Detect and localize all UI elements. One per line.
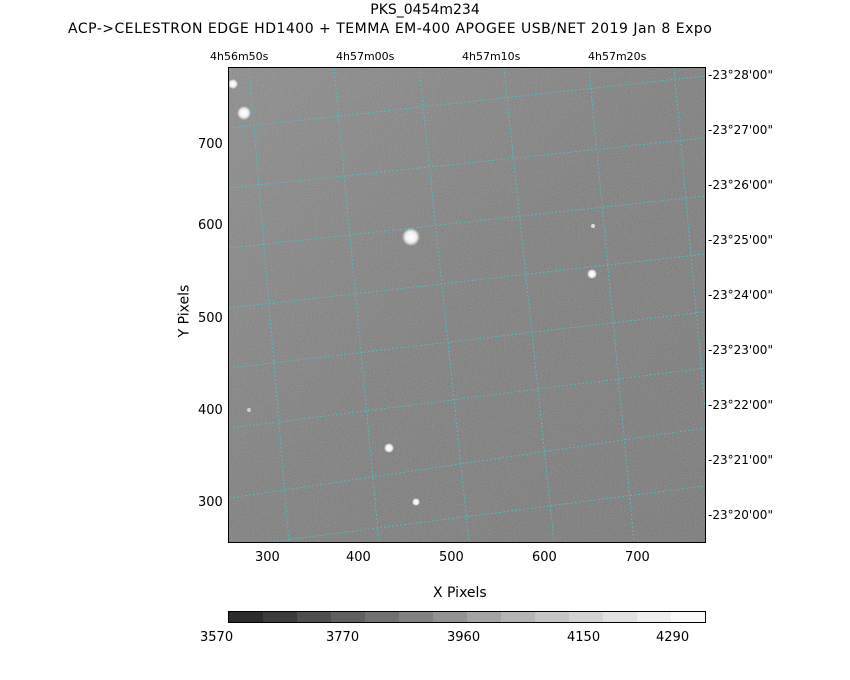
image-subtitle: ACP->CELESTRON EDGE HD1400 + TEMMA EM-40… [68,21,713,37]
image-title: PKS_0454m234 [370,2,480,18]
y-tick-500: 500 [198,311,223,326]
dec-tick-9: -23°20'00" [708,508,773,522]
colorbar-tick-4: 4150 [567,630,601,645]
star [247,408,251,412]
sky-image-svg [228,67,706,543]
ra-tick-1: 4h56m50s [210,50,269,63]
dec-tick-1: -23°28'00" [708,68,773,82]
dec-tick-8: -23°21'00" [708,453,773,467]
x-tick-600: 600 [532,550,557,565]
x-axis-label: X Pixels [433,585,487,601]
colorbar-tick-1: 3570 [200,630,234,645]
y-tick-300: 300 [198,495,223,510]
star [587,269,597,279]
star [237,106,251,120]
star [384,443,394,453]
x-tick-300: 300 [255,550,280,565]
dec-tick-7: -23°22'00" [708,398,773,412]
star [412,498,420,506]
ra-tick-3: 4h57m10s [462,50,521,63]
dec-tick-2: -23°27'00" [708,123,773,137]
colorbar-tick-3: 3960 [447,630,481,645]
x-tick-700: 700 [625,550,650,565]
ra-tick-4: 4h57m20s [588,50,647,63]
y-tick-600: 600 [198,218,223,233]
sky-image-plot[interactable] [228,67,706,543]
dec-tick-4: -23°25'00" [708,233,773,247]
x-tick-400: 400 [346,550,371,565]
star [402,228,420,246]
dec-tick-6: -23°23'00" [708,343,773,357]
colorbar [228,611,706,623]
colorbar-tick-5: 4290 [656,630,690,645]
dec-tick-5: -23°24'00" [708,288,773,302]
y-tick-400: 400 [198,403,223,418]
sky-noise [229,68,705,542]
y-tick-700: 700 [198,137,223,152]
colorbar-tick-2: 3770 [326,630,360,645]
y-axis-label: Y Pixels [176,284,193,338]
star [228,79,238,89]
x-tick-500: 500 [439,550,464,565]
coordinate-grid [228,67,706,543]
dec-tick-3: -23°26'00" [708,178,773,192]
star [591,224,595,228]
ra-tick-2: 4h57m00s [336,50,395,63]
